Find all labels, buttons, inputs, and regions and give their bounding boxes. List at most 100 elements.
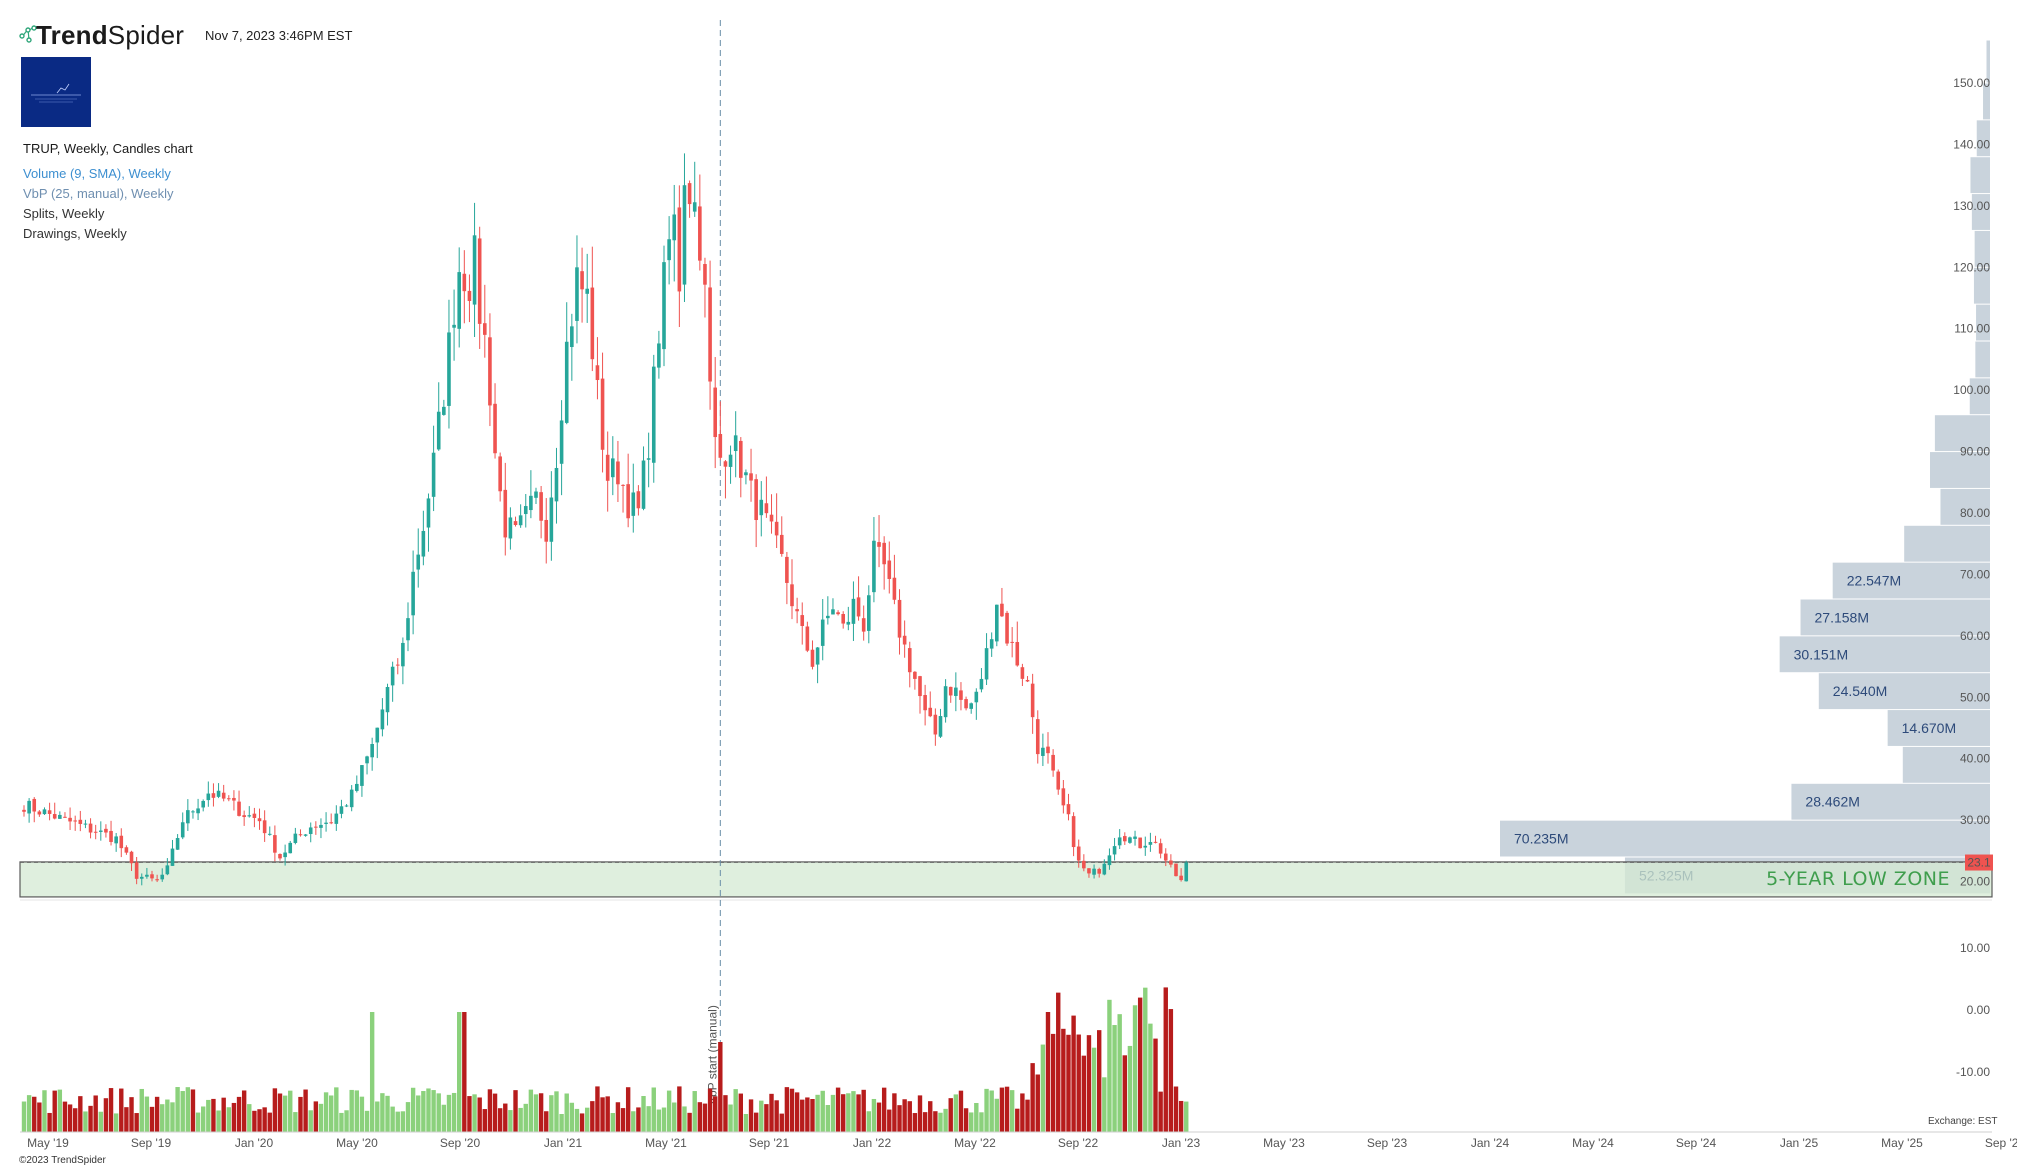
vbp-label: 27.158M: [1815, 609, 1869, 625]
volume-bar: [339, 1112, 344, 1132]
candle-body: [416, 554, 421, 570]
candle-body: [411, 571, 415, 616]
volume-bar: [697, 1102, 703, 1132]
time-tick-label: May '22: [954, 1136, 996, 1150]
volume-bar: [682, 1106, 687, 1132]
volume-bar: [1097, 1030, 1102, 1132]
time-tick-label: Sep '25: [1985, 1136, 2017, 1150]
volume-bar: [375, 1101, 380, 1132]
volume-bar: [426, 1088, 431, 1132]
volume-bar: [416, 1095, 421, 1132]
candle-body: [687, 183, 692, 205]
volume-bar: [897, 1105, 902, 1132]
candle-body: [713, 387, 717, 438]
candle-body: [1153, 841, 1158, 843]
volume-bar: [364, 1110, 370, 1132]
time-tick-label: May '24: [1572, 1136, 1614, 1150]
candle-body: [1138, 837, 1142, 849]
candle-body: [1184, 862, 1189, 882]
candle-body: [518, 515, 523, 526]
volume-bar: [579, 1113, 585, 1132]
volume-bar: [119, 1088, 124, 1132]
volume-tick-label: 0.00: [1967, 1003, 1991, 1017]
candle-body: [467, 290, 472, 301]
volume-bar: [687, 1112, 692, 1132]
candle-body: [856, 597, 861, 617]
volume-bar: [98, 1111, 103, 1132]
candle-body: [273, 835, 277, 853]
volume-bar: [390, 1106, 395, 1132]
vbp-label: 14.670M: [1902, 720, 1956, 736]
volume-bar: [887, 1109, 892, 1132]
legend-drawings[interactable]: Drawings, Weekly: [23, 226, 127, 241]
time-tick-label: Sep '24: [1676, 1136, 1717, 1150]
volume-bar: [26, 1095, 32, 1132]
volume-bar: [160, 1104, 165, 1132]
volume-bar: [462, 1012, 467, 1132]
candle-body: [1163, 853, 1168, 861]
legend-chart-title[interactable]: TRUP, Weekly, Candles chart: [23, 141, 193, 156]
candle-body: [662, 262, 666, 350]
volume-bar: [446, 1094, 452, 1132]
volume-bar: [42, 1090, 47, 1132]
candle-body: [851, 598, 856, 624]
volume-bar: [846, 1093, 851, 1132]
volume-bar: [1148, 1023, 1153, 1132]
volume-bar: [554, 1091, 559, 1132]
legend-splits[interactable]: Splits, Weekly: [23, 206, 105, 221]
volume-bar: [1050, 1033, 1056, 1132]
candle-body: [426, 498, 431, 528]
candle-body: [355, 783, 359, 791]
volume-bar: [677, 1086, 682, 1132]
volume-group: [21, 987, 1189, 1132]
candle-body: [959, 690, 963, 700]
candle-body: [47, 810, 52, 814]
volume-bar: [861, 1089, 866, 1132]
volume-bar: [37, 1102, 42, 1132]
volume-bar: [794, 1092, 800, 1132]
candle-body: [718, 434, 723, 458]
volume-bar: [830, 1094, 836, 1132]
volume-bar: [1035, 1074, 1040, 1132]
volume-bar: [503, 1103, 508, 1132]
time-tick-label: Jan '20: [235, 1136, 274, 1150]
volume-bar: [410, 1087, 416, 1132]
candle-body: [928, 707, 933, 717]
volume-bar: [1132, 1005, 1138, 1132]
volume-bar: [1178, 1100, 1184, 1132]
volume-bar: [165, 1099, 170, 1132]
legend-vbp[interactable]: VbP (25, manual), Weekly: [23, 186, 174, 201]
candle-body: [872, 540, 876, 593]
price-tick-label: 30.00: [1960, 813, 1990, 827]
candle-body: [1082, 860, 1086, 869]
candle-body: [401, 642, 405, 667]
candle-body: [139, 876, 144, 879]
candle-body: [626, 484, 630, 519]
candle-body: [733, 435, 738, 452]
volume-bar: [477, 1097, 482, 1132]
candle-body: [247, 815, 252, 817]
candle-body: [954, 687, 958, 696]
candle-body: [641, 460, 646, 509]
candle-body: [457, 272, 461, 329]
volume-bar: [585, 1107, 590, 1132]
candle-body: [257, 818, 262, 822]
legend-volume[interactable]: Volume (9, SMA), Weekly: [23, 166, 171, 181]
volume-bar: [881, 1087, 887, 1132]
price-tick-label: 60.00: [1960, 629, 1990, 643]
volume-bar: [247, 1104, 252, 1132]
candle-body: [672, 214, 677, 241]
candle-body: [293, 833, 298, 843]
candle-body: [544, 519, 549, 542]
candle-body: [723, 461, 728, 467]
vbp-bar: [1975, 341, 1990, 378]
volume-bar: [600, 1097, 605, 1132]
candle-body: [805, 626, 810, 651]
price-tick-label: 20.00: [1960, 875, 1990, 889]
volume-bar: [195, 1112, 201, 1132]
volume-bar: [144, 1096, 150, 1132]
time-tick-label: Sep '19: [131, 1136, 172, 1150]
volume-bar: [631, 1111, 636, 1132]
candle-body: [703, 264, 707, 285]
